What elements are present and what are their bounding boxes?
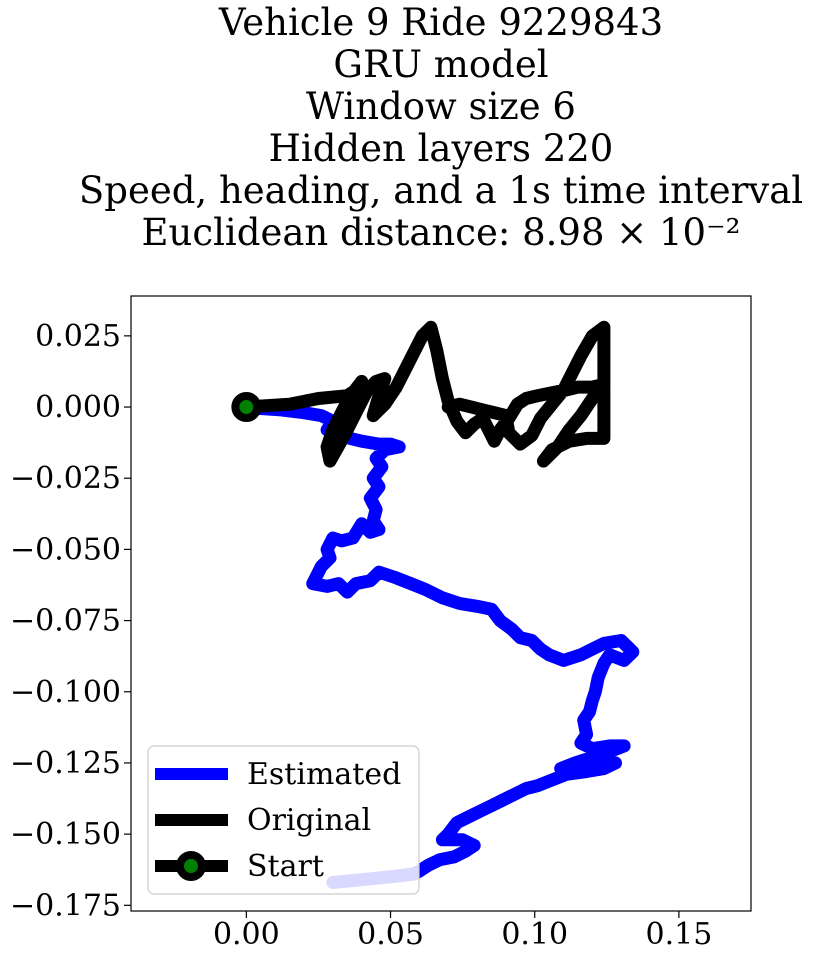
x-tick-label: 0.10 <box>501 917 568 952</box>
y-tick-label: −0.175 <box>10 888 121 923</box>
y-tick-label: 0.025 <box>35 319 121 354</box>
original-series-line <box>239 320 611 468</box>
y-tick-label: −0.025 <box>10 461 121 496</box>
title-line-1: Vehicle 9 Ride 9229843 <box>218 1 663 44</box>
start-point-marker <box>231 392 262 423</box>
y-tick-label: −0.125 <box>10 746 121 781</box>
y-tick-label: 0.000 <box>35 390 121 425</box>
title-line-2: GRU model <box>333 43 548 86</box>
legend-start-label: Start <box>247 849 324 884</box>
title-line-3: Window size 6 <box>306 85 576 128</box>
y-tick-label: −0.050 <box>10 532 121 567</box>
legend-box <box>147 745 420 895</box>
x-tick-label: 0.15 <box>646 917 713 952</box>
y-tick-label: −0.150 <box>10 817 121 852</box>
legend-original-label: Original <box>247 803 371 838</box>
title-line-4: Hidden layers 220 <box>269 127 614 170</box>
title-line-6: Euclidean distance: 8.98 × 10⁻² <box>142 211 741 254</box>
y-tick-label: −0.075 <box>10 604 121 639</box>
y-tick-label: −0.100 <box>10 675 121 710</box>
x-tick-label: 0.00 <box>213 917 280 952</box>
legend-estimated-label: Estimated <box>247 757 401 792</box>
axis-ticks: 0.00 0.05 0.10 0.15 0.025 0.000 −0.025 −0.050 −0… <box>10 319 712 952</box>
estimated-series-line <box>239 400 640 889</box>
legend-start-marker <box>176 851 206 881</box>
legend: Estimated Original Start <box>147 745 420 895</box>
x-tick-label: 0.05 <box>357 917 424 952</box>
axes-frame <box>130 295 752 912</box>
title-line-5: Speed, heading, and a 1s time interval <box>79 169 803 212</box>
